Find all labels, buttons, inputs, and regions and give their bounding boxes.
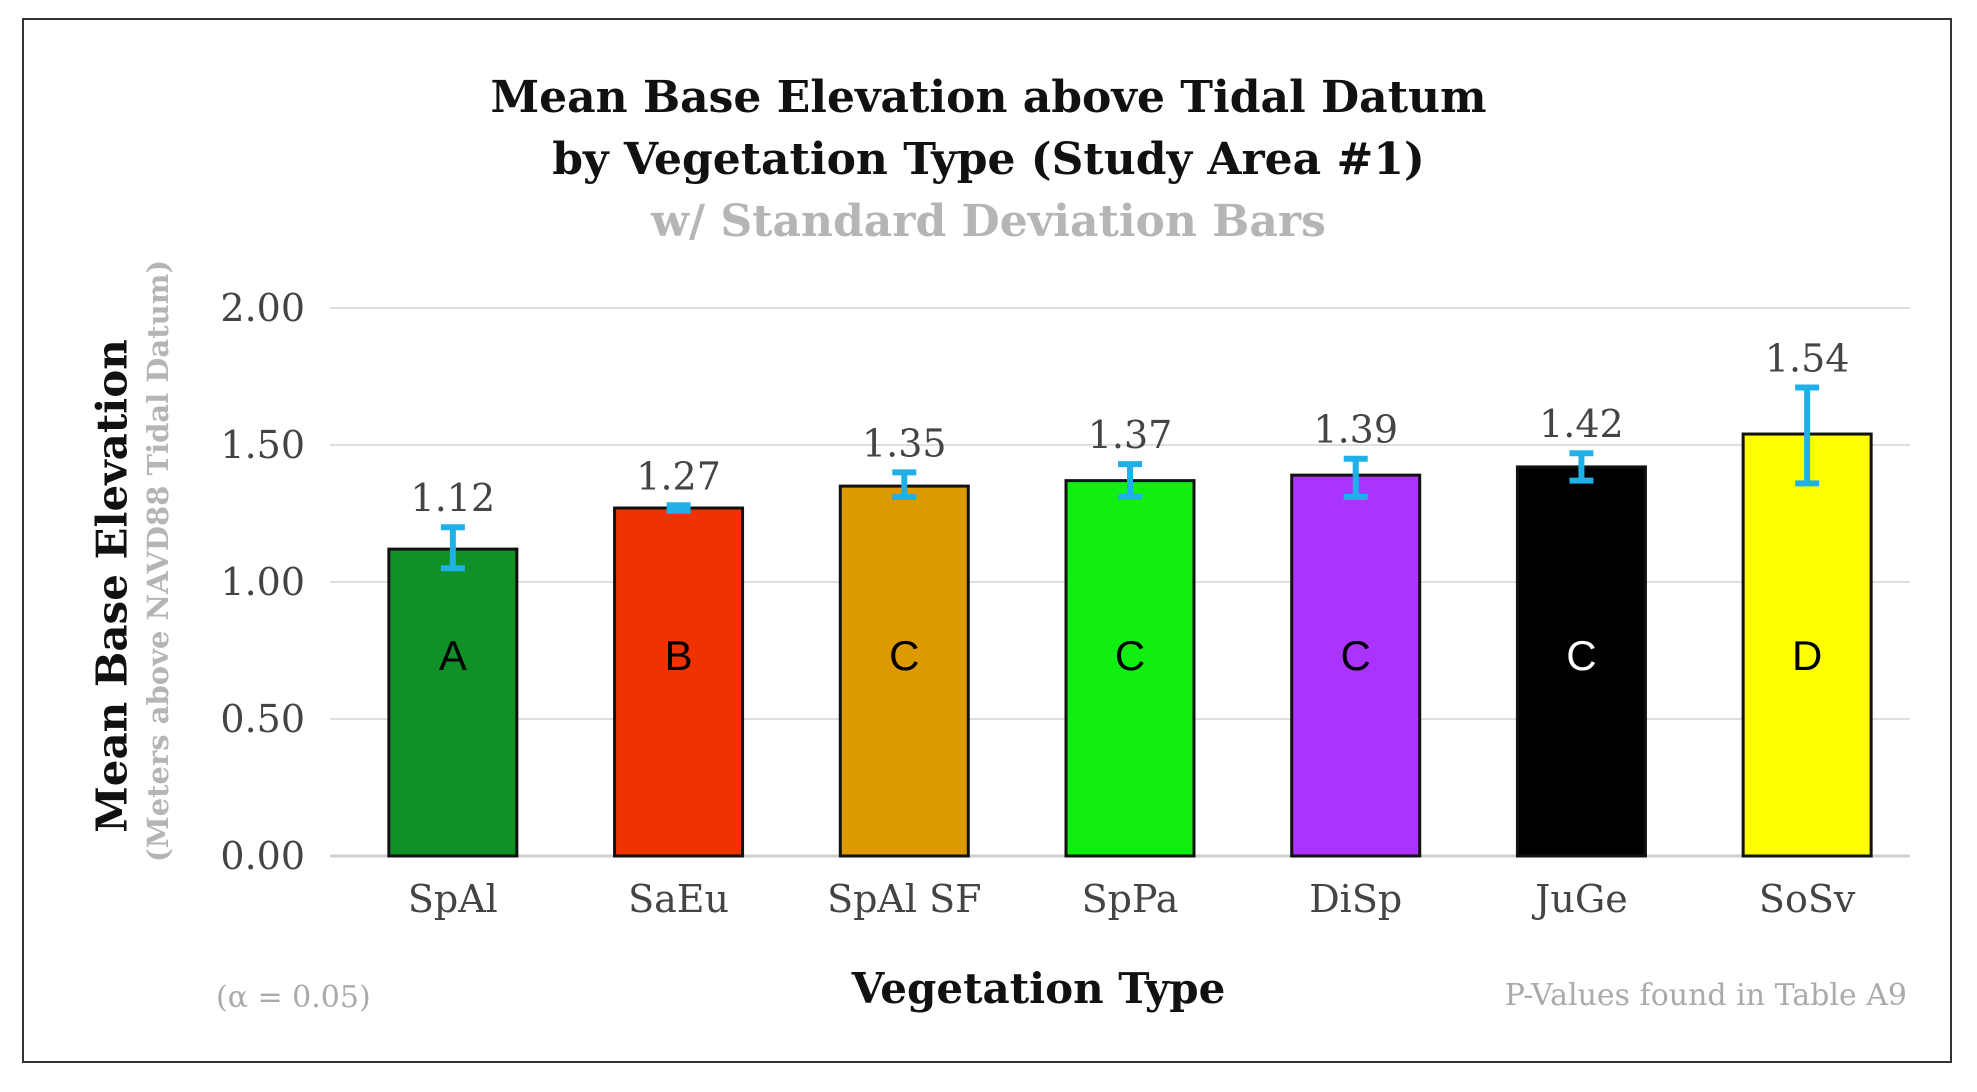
data-label: 1.39 <box>1313 408 1398 452</box>
x-tick-label: DiSp <box>1309 877 1402 921</box>
data-label: 1.37 <box>1088 413 1173 457</box>
group-letter: C <box>1115 632 1145 679</box>
y-tick-label: 1.50 <box>220 423 305 467</box>
bar <box>1064 479 1196 858</box>
data-label: 1.27 <box>636 454 721 498</box>
bar <box>1741 432 1873 858</box>
y-tick-label: 0.50 <box>220 697 305 741</box>
x-tick-label: SpPa <box>1082 877 1179 921</box>
x-axis-ticks: SpAl SaEu SpAl SF SpPa DiSp JuGe SoSv <box>408 877 1856 921</box>
group-letter: B <box>665 632 693 679</box>
y-axis-label: Mean Base Elevation <box>87 339 137 833</box>
bars <box>387 432 1873 858</box>
y-tick-label: 1.00 <box>220 560 305 604</box>
group-letter: C <box>1566 632 1596 679</box>
y-axis-ticks: 0.00 0.50 1.00 1.50 2.00 <box>220 286 305 878</box>
bar <box>838 484 970 858</box>
error-bars <box>440 384 1820 572</box>
x-tick-label: SpAl SF <box>827 877 981 921</box>
group-letter: C <box>1341 632 1371 679</box>
chart-title: Mean Base Elevation above Tidal Datum <box>490 72 1487 123</box>
x-tick-label: SoSv <box>1759 877 1856 921</box>
data-label: 1.12 <box>411 476 496 520</box>
group-letter: C <box>889 632 919 679</box>
y-tick-label: 2.00 <box>220 286 305 330</box>
bar <box>387 547 519 858</box>
data-label: 1.54 <box>1765 336 1850 380</box>
data-label: 1.35 <box>862 421 947 465</box>
data-label: 1.42 <box>1539 402 1624 446</box>
group-letter: A <box>439 632 467 679</box>
x-tick-label: SaEu <box>628 877 729 921</box>
p-value-note: P-Values found in Table A9 <box>1504 978 1907 1013</box>
chart-subtitle: w/ Standard Deviation Bars <box>651 196 1326 247</box>
chart-frame <box>22 18 1952 1063</box>
data-labels: 1.12 A 1.27 B 1.35 C 1.37 C 1.39 C 1.42 C 1.54 D <box>411 336 1850 679</box>
x-tick-label: JuGe <box>1531 877 1628 921</box>
x-axis-label: Vegetation Type <box>851 964 1226 1013</box>
bar <box>613 506 745 858</box>
y-tick-label: 0.00 <box>220 834 305 878</box>
y-axis-sublabel: (Meters above NAVD88 Tidal Datum) <box>141 259 175 863</box>
x-tick-label: SpAl <box>408 877 498 921</box>
chart-title-line2: by Vegetation Type (Study Area #1) <box>552 134 1425 185</box>
alpha-note: (α = 0.05) <box>216 980 371 1015</box>
group-letter: D <box>1792 632 1822 679</box>
